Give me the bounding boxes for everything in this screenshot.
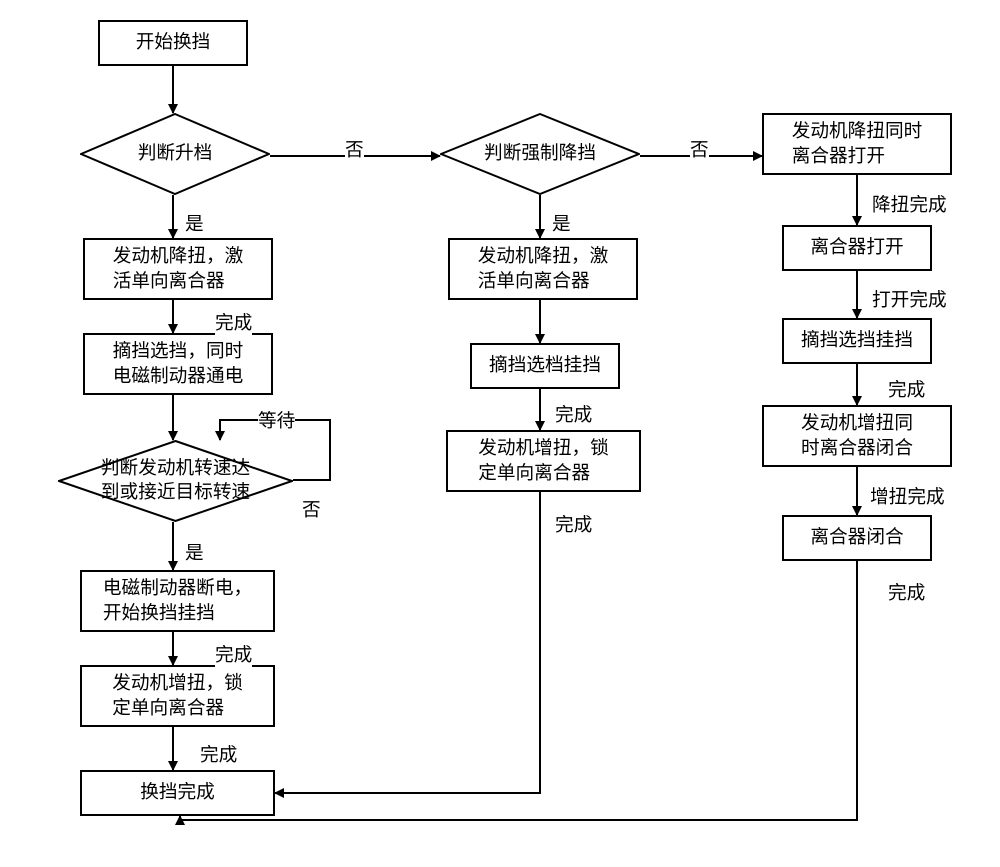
edge-label-no: 否 — [302, 495, 321, 522]
edge-label: 完成 — [555, 510, 592, 537]
node-n_b2: 摘挡选档挂挡 — [470, 343, 620, 389]
node-n_c3: 摘挡选挡挂挡 — [782, 318, 932, 364]
node-n_a1: 发动机降扭，激活单向离合器 — [83, 238, 273, 300]
edge-label: 完成 — [215, 640, 252, 667]
edge-label: 是 — [185, 538, 204, 565]
node-label: 离合器打开 — [810, 235, 903, 260]
node-label: 摘挡选挡挂挡 — [801, 328, 913, 353]
edge-label: 打开完成 — [872, 285, 947, 312]
node-label: 发动机增扭，锁定单向离合器 — [478, 436, 609, 486]
node-label: 判断发动机转速达到或接近目标转速 — [58, 440, 293, 522]
flowchart-canvas: 开始换挡判断升档发动机降扭，激活单向离合器摘挡选挡，同时电磁制动器通电判断发动机… — [0, 0, 1000, 867]
node-n_b1: 发动机降扭，激活单向离合器 — [448, 238, 638, 300]
node-label: 开始换挡 — [136, 30, 211, 55]
edge-label: 是 — [552, 209, 571, 236]
edge-label: 完成 — [215, 308, 252, 335]
node-n_a2: 摘挡选挡，同时电磁制动器通电 — [83, 333, 273, 395]
node-label: 发动机增扭同时离合器闭合 — [801, 411, 913, 461]
node-n_c4: 发动机增扭同时离合器闭合 — [762, 405, 952, 467]
node-n_start: 开始换挡 — [98, 20, 248, 66]
node-n_b3: 发动机增扭，锁定单向离合器 — [446, 430, 641, 492]
edge-label: 完成 — [200, 740, 237, 767]
node-label: 发动机降扭同时离合器打开 — [792, 119, 923, 169]
node-n_c1: 发动机降扭同时离合器打开 — [762, 113, 952, 175]
edge-label: 否 — [345, 135, 364, 162]
edge-label: 降扭完成 — [872, 190, 947, 217]
edge-label: 完成 — [888, 375, 925, 402]
node-label: 换挡完成 — [140, 780, 215, 805]
node-n_done: 换挡完成 — [80, 770, 275, 816]
edge-label: 完成 — [888, 578, 925, 605]
node-label: 摘挡选档挂挡 — [489, 353, 601, 378]
node-label: 发动机增扭，锁定单向离合器 — [112, 671, 243, 721]
node-label: 发动机降扭，激活单向离合器 — [478, 244, 609, 294]
edge-label-wait: 等待 — [258, 406, 295, 433]
node-n_c2: 离合器打开 — [782, 225, 932, 271]
decision-d_rpm: 判断发动机转速达到或接近目标转速 — [58, 440, 293, 522]
node-label: 判断强制降挡 — [440, 113, 640, 195]
decision-d_upshift: 判断升档 — [80, 113, 270, 195]
node-n_a3: 电磁制动器断电，开始换挡挂挡 — [80, 570, 275, 632]
node-label: 发动机降扭，激活单向离合器 — [113, 244, 244, 294]
node-label: 电磁制动器断电，开始换挡挂挡 — [103, 576, 252, 626]
node-n_a4: 发动机增扭，锁定单向离合器 — [80, 665, 275, 727]
node-label: 摘挡选挡，同时电磁制动器通电 — [113, 339, 244, 389]
decision-d_forcedown: 判断强制降挡 — [440, 113, 640, 195]
edge-label: 否 — [690, 135, 709, 162]
node-n_c5: 离合器闭合 — [782, 515, 932, 561]
edge-label: 完成 — [555, 400, 592, 427]
node-label: 判断升档 — [80, 113, 270, 195]
node-label: 离合器闭合 — [810, 525, 903, 550]
edge-label: 是 — [185, 209, 204, 236]
edge-label: 增扭完成 — [870, 482, 945, 509]
